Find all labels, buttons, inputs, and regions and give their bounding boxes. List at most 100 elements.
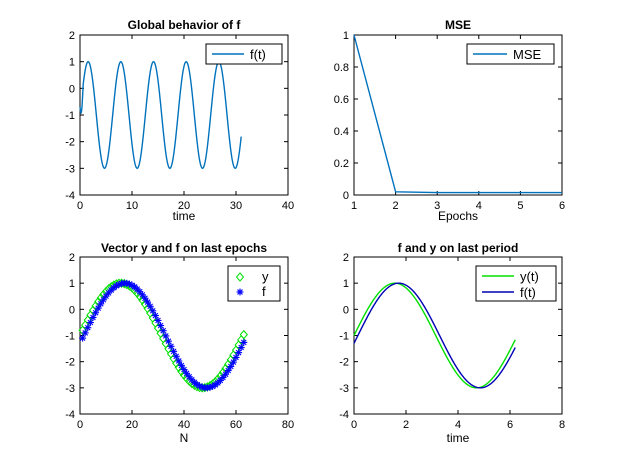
data-point-f-stroke: [183, 370, 190, 377]
x-tick-label: 80: [282, 419, 294, 431]
panel4-legend-label-ft: f(t): [520, 285, 536, 300]
data-point-f: [97, 300, 105, 308]
data-point-f: [180, 366, 188, 374]
x-tick-label: 10: [126, 200, 138, 212]
panel3-legend-marker-f: [236, 288, 244, 296]
panel4-legend-box: [475, 265, 557, 302]
panel2-ticks: 1 2 3 4 5 6 1 0.8 0.6 0.4 0.2 0: [334, 30, 565, 212]
series-line-ft: [353, 282, 516, 389]
y-tick-label: -3: [65, 163, 75, 175]
panel1-xlabel: time: [173, 209, 196, 223]
y-tick-label: 0.4: [334, 126, 349, 138]
y-tick-label: -1: [65, 110, 75, 122]
data-point-f-stroke: [79, 335, 86, 341]
x-tick-label: 0: [351, 419, 357, 431]
data-point-f: [89, 314, 97, 322]
y-tick-label: 0.8: [334, 62, 349, 74]
x-tick-label: 4: [476, 200, 482, 212]
x-tick-label: 60: [230, 419, 242, 431]
data-point-f: [162, 332, 170, 340]
data-point-f: [172, 352, 180, 360]
y-tick-label: 1: [69, 278, 75, 290]
panel-last-period: f and y on last period 0 2 4 6 8210-1-2-3-4 …: [339, 241, 565, 445]
data-point-f-stroke: [149, 307, 156, 314]
data-point-f-stroke: [181, 366, 187, 373]
data-point-f-stroke: [165, 338, 172, 345]
data-point-f: [227, 362, 235, 370]
y-tick-label: -1: [65, 331, 75, 343]
y-tick-label: 0.6: [334, 94, 349, 106]
legend-asterisk: [236, 288, 244, 296]
data-point-f-stroke: [173, 353, 180, 360]
y-tick-label: 0: [69, 304, 75, 316]
y-tick-label: 2: [69, 30, 75, 42]
data-point-f-stroke: [139, 291, 146, 298]
y-tick-label: 1: [343, 30, 349, 42]
data-point-f: [222, 370, 230, 378]
y-tick-label: -2: [65, 357, 75, 369]
data-point-f-stroke: [233, 354, 239, 361]
data-point-f: [151, 312, 159, 320]
data-point-f: [237, 344, 245, 352]
data-point-f-stroke: [142, 295, 148, 302]
x-tick-label: 20: [126, 419, 138, 431]
data-point-f-stroke: [227, 363, 234, 370]
y-tick-label: 0: [69, 83, 75, 95]
data-point-f: [157, 322, 165, 330]
series-line-mse: [353, 34, 562, 194]
data-point-f: [99, 296, 107, 304]
panel3-legend-box: [227, 265, 281, 302]
panel-global-behavior: Global behavior of f 0 10 20 30 40210-1-2-3-…: [65, 18, 294, 223]
data-point-f-stroke: [95, 305, 102, 311]
panel3-ticks: 0 20 40 60 80 2 1 0 -1 -2 -3 -4: [65, 252, 294, 431]
x-tick-label: 30: [230, 200, 242, 212]
data-point-f-stroke: [87, 319, 94, 326]
x-tick-label: 2: [393, 200, 399, 212]
panel4-ticks: 0 2 4 6 8 2 1 0 -1 -2 -3 -4: [339, 252, 565, 431]
panel1-data: [79, 60, 242, 170]
series-line-yt: [353, 282, 516, 389]
panel4-title: f and y on last period: [398, 241, 519, 255]
y-tick-label: -4: [339, 409, 349, 421]
data-point-f: [170, 347, 178, 355]
x-tick-label: 0: [77, 200, 83, 212]
y-tick-label: -1: [339, 331, 349, 343]
data-point-f-stroke: [155, 317, 161, 324]
data-point-f-stroke: [84, 324, 91, 331]
panel-mse: MSE 1 2 3 4 5 6 1 0.8 0.6 0.4 0.2 0 Epochs MSE: [334, 18, 565, 223]
x-tick-label: 6: [559, 200, 565, 212]
data-point-f-stroke: [240, 339, 247, 346]
panel4-legend: y(t) f(t): [475, 265, 557, 302]
data-point-f-stroke: [238, 344, 245, 351]
data-point-f-stroke: [90, 314, 96, 321]
series-markers-f: [79, 279, 248, 392]
data-point-f-stroke: [134, 286, 141, 292]
data-point-f-stroke: [170, 348, 177, 355]
panel3-legend-marker-y: [235, 272, 245, 282]
x-tick-label: 2: [403, 419, 409, 431]
y-tick-label: -3: [65, 383, 75, 395]
panel-vector-y-f: Vector y and f on last epochs 0 20 40 60 802…: [65, 241, 294, 445]
panel2-xlabel: Epochs: [438, 209, 478, 223]
panel2-legend-box: [466, 43, 555, 65]
panel1-legend: f(t): [205, 43, 283, 65]
data-point-f: [232, 353, 240, 361]
legend-diamond: [235, 272, 245, 282]
data-point-f-stroke: [188, 376, 195, 383]
data-point-f-stroke: [194, 381, 200, 388]
data-point-f-stroke: [97, 300, 104, 307]
x-tick-label: 40: [282, 200, 294, 212]
x-tick-label: 1: [351, 200, 357, 212]
data-point-f-stroke: [168, 343, 174, 350]
panel4-legend-label-yt: y(t): [520, 269, 539, 284]
data-point-f: [167, 342, 175, 350]
data-point-f-stroke: [175, 358, 182, 364]
x-tick-label: 20: [178, 200, 190, 212]
panel3-legend-label-y: y: [262, 269, 269, 284]
data-point-f-stroke: [147, 303, 154, 310]
panel4-data: [353, 282, 516, 389]
data-point-f: [177, 361, 185, 369]
data-point-f-stroke: [100, 296, 107, 303]
